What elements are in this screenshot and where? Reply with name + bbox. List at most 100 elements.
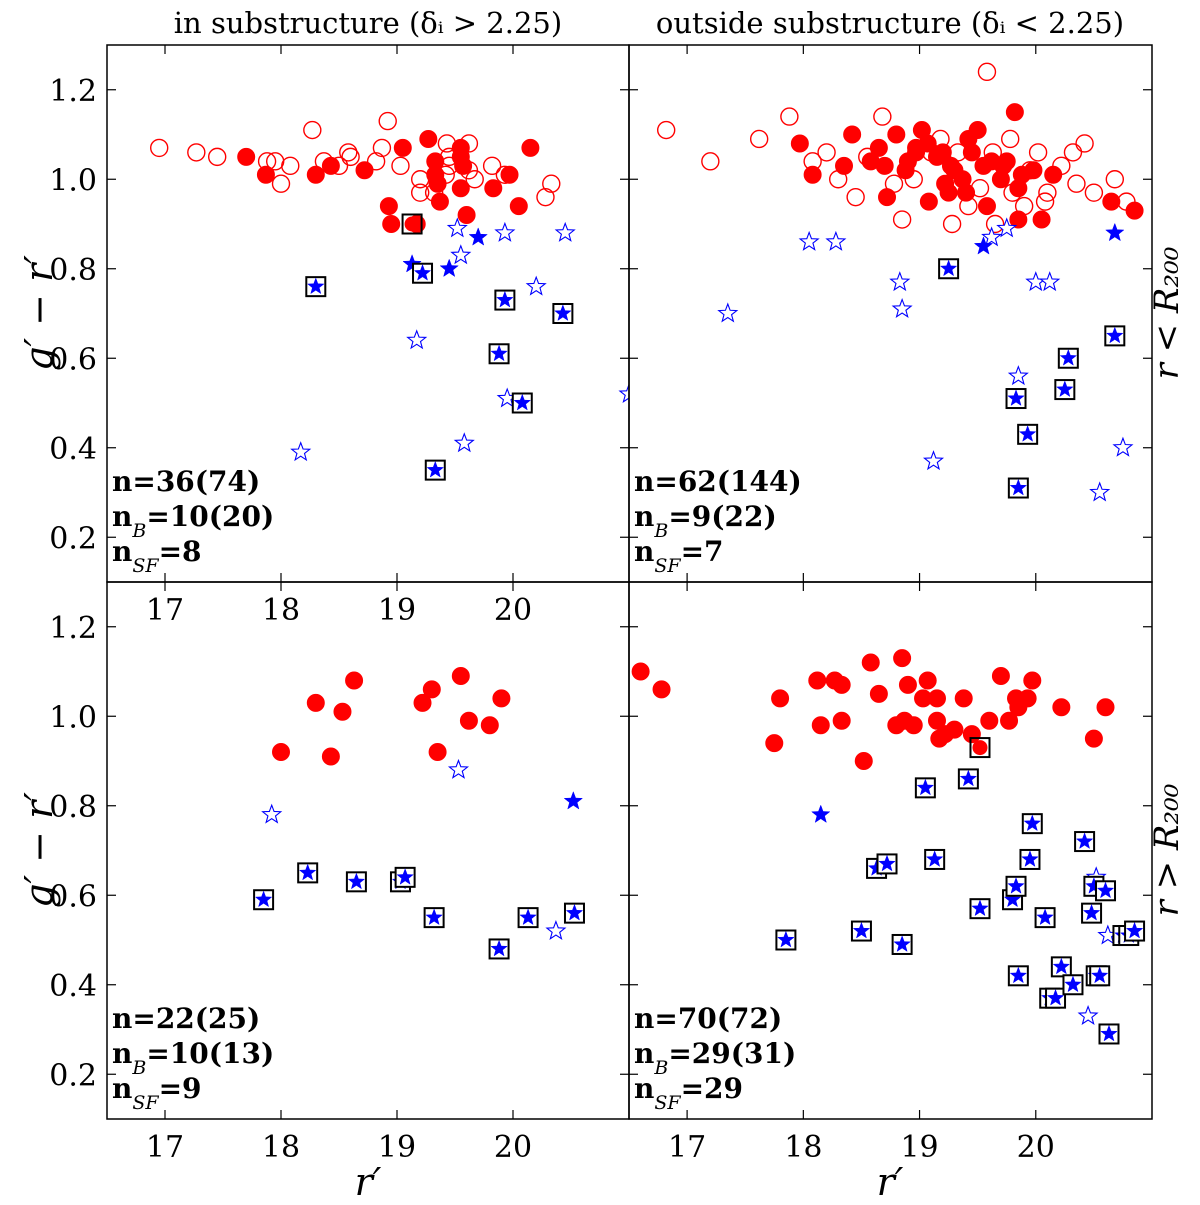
blue-boxed-star-point [1023,814,1042,832]
red-filled-circle-point [1023,671,1042,690]
red-open-circle-point [411,170,430,189]
red-filled-circle-point [521,138,540,157]
red-open-circle-point [701,152,720,171]
box-marker [401,213,423,235]
column-title-outside-substructure: outside substructure (δᵢ < 2.25) [656,6,1124,40]
red-filled-circle-point [927,711,946,730]
blue-boxed-star-point [513,393,532,411]
blue-open-star-point [1007,365,1029,386]
x-axis-title-left: r′ [355,1160,382,1204]
blue-boxed-star-point [519,908,537,926]
blue-open-star-point [446,217,468,238]
blue-boxed-star-point [396,868,414,885]
column-title-in-substructure: in substructure (δᵢ > 2.25) [174,6,562,40]
blue-boxed-star-point [1100,1024,1118,1042]
blue-boxed-star-point [1009,966,1028,984]
panel-frame [628,581,1153,1120]
red-filled-circle-point [843,125,862,144]
red-filled-circle-point [256,165,275,184]
blue-boxed-star-point [1018,425,1037,442]
x-tick-label: 20 [494,593,532,628]
blue-boxed-star-point [565,903,584,921]
red-open-circle-point [303,120,322,140]
red-filled-circle-point [1084,729,1103,748]
red-open-circle-point [873,107,892,126]
red-filled-circle-point [904,716,923,735]
red-filled-circle-point [808,671,827,690]
red-open-circle-point [187,143,206,162]
y-tick-label: 0.4 [49,969,97,1004]
blue-open-star-point [453,432,475,453]
red-open-circle-point [411,183,430,202]
red-open-circle-point [341,147,360,167]
red-open-circle-point [985,214,1005,234]
red-filled-circle-point [306,165,325,184]
panel-2: n=62(144)nB=9(22)nSF=7 [628,44,1153,583]
red-filled-circle-point [428,174,447,193]
red-filled-circle-point [811,716,830,735]
red-filled-circle-point [419,129,438,148]
blue-boxed-star-point [878,854,896,872]
red-open-circle-point [1001,129,1020,149]
red-filled-circle-point [898,152,917,171]
panel-1: 0.20.40.60.81.01.217 18 19 20n=36(74)nB=10(… [49,44,630,628]
y-tick-label: 0.4 [49,432,97,467]
red-filled-circle-point [379,197,398,216]
red-filled-circle-point [878,188,897,207]
red-filled-circle-point [321,156,340,175]
red-boxed-circle-point [972,740,988,756]
red-open-circle-point [1063,143,1083,162]
red-filled-circle-point [918,671,937,690]
count-annotation: n=22(25) [112,1002,260,1035]
count-annotation: n=70(72) [634,1002,782,1035]
blue-open-star-point [996,217,1018,238]
x-tick-label: 19 [378,593,416,628]
blue-open-star-point [717,302,739,323]
red-open-circle-point [892,210,912,229]
red-open-circle-point [1035,192,1055,211]
red-filled-circle-point [887,125,906,144]
y-tick-label: 1.2 [49,74,97,109]
red-filled-circle-point [977,197,996,216]
red-filled-circle-point [237,147,256,166]
blue-boxed-star-point [1059,349,1078,366]
blue-filled-star-point [468,227,488,246]
count-annotation: nB=10(13) [112,1037,274,1079]
y-tick-label: 0.6 [49,879,97,914]
blue-boxed-star-point [426,460,445,478]
red-filled-circle-point [954,689,973,708]
red-open-circle-point [207,147,227,167]
blue-boxed-star-point [1082,903,1101,921]
red-filled-circle-point [457,206,476,225]
blue-boxed-star-point [916,778,935,796]
blue-open-star-point [889,271,911,292]
blue-open-star-point [494,221,516,242]
count-annotation: nSF=7 [634,535,724,577]
red-open-circle-point [149,138,169,158]
box-marker [969,737,991,759]
blue-boxed-star-point [1021,850,1039,867]
blue-open-star-point [450,244,472,265]
points-group [656,62,1144,502]
blue-open-star-point [981,226,1003,247]
red-filled-circle-point [832,711,851,730]
red-filled-circle-point [854,752,873,770]
count-annotation: nSF=9 [112,1072,202,1114]
red-open-circle-point [780,107,799,126]
blue-boxed-star-point [1003,890,1022,908]
x-tick-label: 19 [378,1130,416,1165]
red-filled-circle-point [306,693,325,712]
blue-open-star-point [825,230,847,251]
blue-boxed-star-point [1009,478,1028,496]
red-filled-circle-point [1018,689,1037,708]
red-filled-circle-point [945,720,964,739]
red-filled-circle-point [1000,711,1019,730]
red-filled-circle-point [869,138,888,157]
blue-boxed-star-point [1090,966,1109,984]
red-filled-circle-point [861,653,880,672]
blue-boxed-star-point [1075,832,1094,850]
blue-open-star-point [261,803,283,824]
points-group [253,666,585,960]
red-open-circle-point [656,120,676,140]
red-filled-circle-point [459,711,478,730]
